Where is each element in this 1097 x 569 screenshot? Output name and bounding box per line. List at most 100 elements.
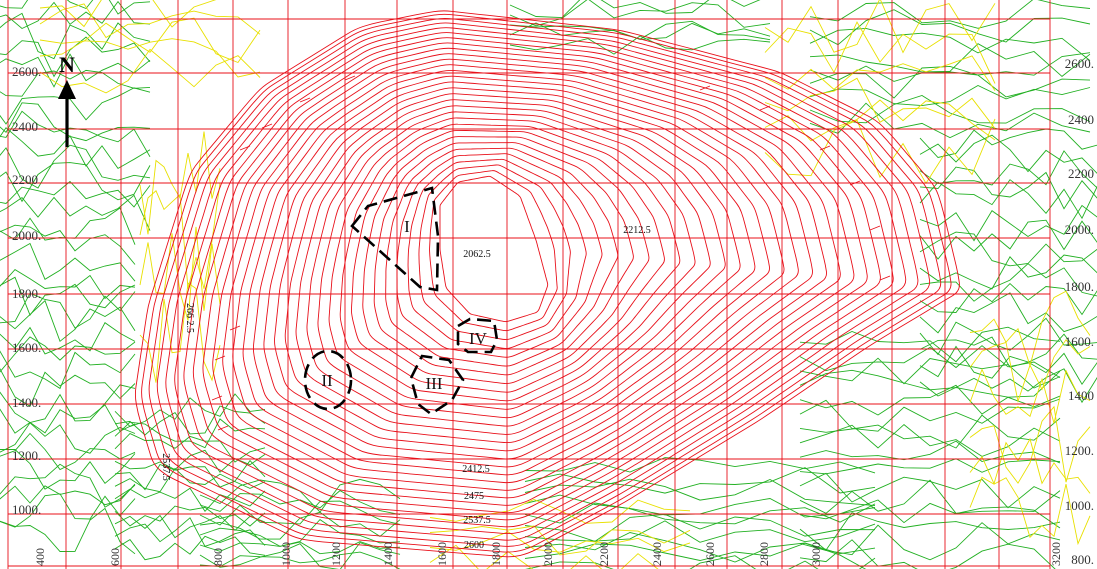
elevation-bench-3: 2537.5 xyxy=(463,515,491,526)
terrain-contour-line xyxy=(764,21,996,84)
pit-bench-contour xyxy=(418,164,571,340)
pit-bench-contour xyxy=(274,87,770,452)
pit-bench-contour xyxy=(192,42,881,514)
pit-bench-contour xyxy=(263,81,785,460)
pit-bench-contour xyxy=(141,13,952,553)
terrain-contour-line xyxy=(524,532,876,563)
pit-bench-contour xyxy=(373,142,634,376)
right-coord-label: 1600. xyxy=(1065,334,1094,349)
left-coord-label: 1000. xyxy=(12,502,41,517)
terrain-contour-line xyxy=(809,27,1091,61)
bottom-coord-label: 2000 xyxy=(541,542,555,566)
terrain-contour-line xyxy=(429,525,691,556)
terrain-contour-line xyxy=(919,204,1097,242)
pit-bench-contour xyxy=(396,153,603,358)
terrain-contour-line xyxy=(429,544,659,569)
zone-IV-outline xyxy=(456,317,499,354)
pit-bench-contour xyxy=(174,32,907,528)
terrain-contour-line xyxy=(799,499,1061,529)
terrain-contour-line xyxy=(919,282,1097,316)
left-coord-label: 1800. xyxy=(12,286,41,301)
right-coord-label: 1800. xyxy=(1065,279,1094,294)
terrain-contour-line xyxy=(0,404,136,434)
terrain-contour-line xyxy=(114,535,266,561)
zone-II-outline xyxy=(303,349,353,411)
terrain-contour-line xyxy=(919,150,1097,189)
zone-label-II: II xyxy=(321,371,333,390)
terrain-contour-line xyxy=(919,333,1097,368)
terrain-contour-line xyxy=(809,65,1091,99)
north-arrow: N xyxy=(58,52,76,147)
right-coord-label: 2600. xyxy=(1065,56,1094,71)
terrain-contour-line xyxy=(799,512,1061,551)
right-coord-label: 1000. xyxy=(1065,498,1094,513)
terrain-contour-line xyxy=(0,291,136,329)
coordinate-grid xyxy=(7,0,1051,569)
bottom-coord-label: 400 xyxy=(33,548,47,566)
left-coord-label: 2000. xyxy=(12,228,41,243)
pit-bench-contour xyxy=(328,117,696,410)
left-coord-label: 2200 xyxy=(12,172,38,187)
terrain-contour-line xyxy=(0,144,151,189)
terrain-contour-line xyxy=(809,52,1091,82)
zone-III-outline xyxy=(409,354,465,416)
terrain-contour-line xyxy=(919,128,1097,158)
bottom-coord-label: 2800 xyxy=(757,542,771,566)
terrain-contour-line xyxy=(0,276,136,317)
terrain-contour-line xyxy=(809,43,1091,77)
terrain-contour-line xyxy=(524,502,876,525)
elevation-west-wall-b: 2537.5 xyxy=(160,453,171,481)
terrain-contour-line xyxy=(39,3,261,39)
terrain-contour-line xyxy=(0,207,136,245)
terrain-contour-line xyxy=(0,493,136,528)
right-coord-label: 2000. xyxy=(1065,222,1094,237)
terrain-contour-line xyxy=(799,414,1061,449)
bench-ramp-tick xyxy=(229,325,241,331)
terrain-contour-line xyxy=(919,179,1097,220)
left-coord-label: 2600. xyxy=(12,64,41,79)
terrain-contour-line xyxy=(114,405,266,436)
pit-bench-contour xyxy=(439,175,549,323)
terrain-contour-line xyxy=(0,384,136,423)
terrain-contour-line xyxy=(799,424,1061,457)
pit-bench-contour xyxy=(317,111,711,419)
bottom-coord-label: 3200 xyxy=(1049,542,1063,566)
bottom-coord-label: 1000 xyxy=(279,542,293,566)
terrain-contour-line xyxy=(114,514,266,539)
pit-bench-contour xyxy=(429,170,558,332)
terrain-contour-line xyxy=(919,134,1097,174)
terrain-contour-line xyxy=(0,422,136,454)
terrain-contour-line xyxy=(0,180,151,208)
pit-bench-contour xyxy=(242,69,813,476)
zone-label-III: III xyxy=(426,374,443,393)
elevation-west-wall-a: 266 2.5 xyxy=(184,303,195,333)
terrain-contour-line xyxy=(0,110,151,158)
bench-ramp-tick xyxy=(819,145,831,151)
pit-bench-contour xyxy=(156,22,931,541)
terrain-contour-line xyxy=(799,384,1061,416)
elevation-bench-2: 2475 xyxy=(464,491,484,502)
terrain-contour-line xyxy=(114,505,266,527)
bench-ramp-tick xyxy=(344,75,356,81)
bottom-coord-label: 1800 xyxy=(489,542,503,566)
bench-ramp-tick xyxy=(239,145,251,151)
bottom-coord-label: 3000 xyxy=(809,542,823,566)
pit-bench-contour xyxy=(134,10,960,558)
terrain-contour-line xyxy=(114,418,266,449)
terrain-contour-line xyxy=(799,522,1061,561)
zone-label-I: I xyxy=(404,217,410,236)
left-coord-label: 2400 xyxy=(12,119,38,134)
terrain-contour-line xyxy=(0,53,151,88)
right-coord-label: 2400 xyxy=(1068,112,1094,127)
terrain-contour-line xyxy=(0,0,151,30)
terrain-contour-line xyxy=(0,194,151,231)
pit-bench-contours xyxy=(134,10,960,558)
pit-bench-contour xyxy=(252,75,799,468)
pit-bench-contour xyxy=(183,37,894,521)
terrain-contour-line xyxy=(799,472,1061,509)
terrain-contour-line xyxy=(0,127,151,169)
terrain-contour-line xyxy=(0,224,136,265)
terrain-contour-line xyxy=(39,0,217,28)
